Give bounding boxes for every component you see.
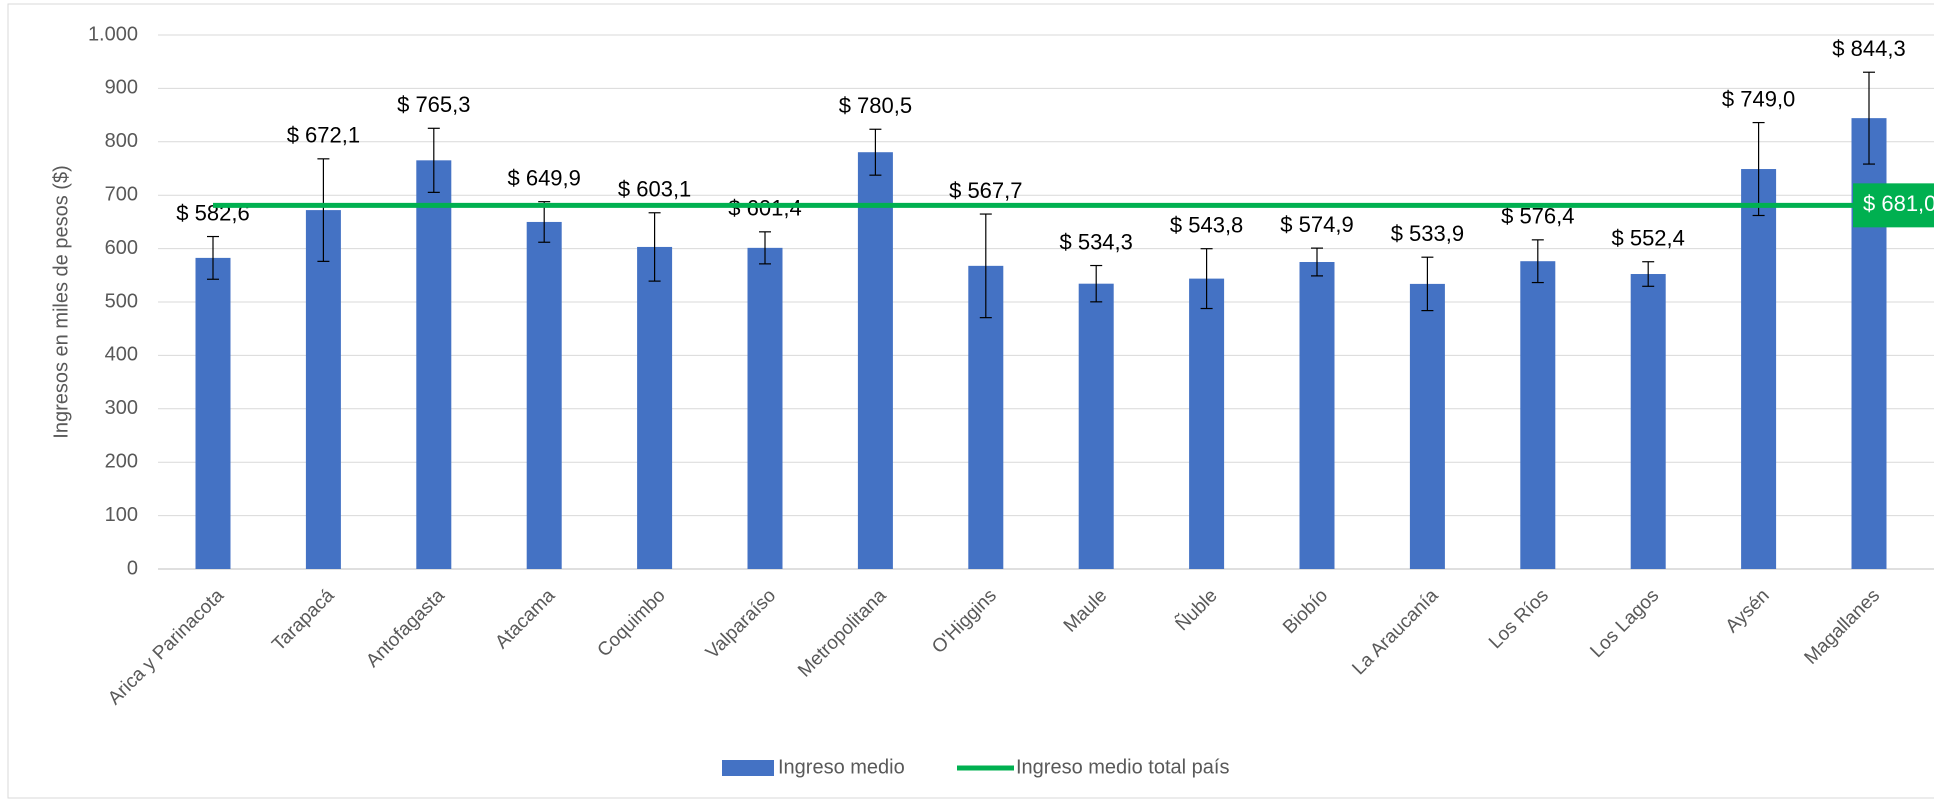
data-label: $ 649,9	[507, 165, 580, 190]
reference-label: $ 681,0	[1863, 191, 1934, 216]
data-label: $ 603,1	[618, 177, 691, 202]
bar	[1078, 283, 1114, 569]
bar	[305, 210, 341, 569]
bar	[857, 152, 893, 569]
y-tick-label: 500	[105, 290, 138, 312]
legend-label: Ingreso medio	[778, 756, 905, 778]
data-label: $ 749,0	[1722, 86, 1795, 111]
bar	[1520, 261, 1556, 569]
legend-label: Ingreso medio total país	[1016, 756, 1229, 778]
legend-swatch	[722, 760, 774, 776]
bar	[747, 247, 783, 569]
reference-label-box	[1853, 183, 1934, 228]
bar	[1409, 283, 1445, 569]
y-tick-label: 100	[105, 504, 138, 526]
bar	[637, 246, 673, 570]
bar	[1299, 262, 1335, 569]
y-tick-label: 700	[105, 183, 138, 205]
y-tick-label: 600	[105, 237, 138, 259]
bar	[1741, 169, 1777, 569]
data-label: $ 534,3	[1059, 229, 1132, 254]
bar	[1189, 278, 1225, 569]
data-label: $ 672,1	[287, 123, 360, 148]
data-label: $ 552,4	[1611, 226, 1684, 251]
bar	[416, 160, 452, 569]
y-tick-label: 800	[105, 130, 138, 152]
data-label: $ 765,3	[397, 92, 470, 117]
data-label: $ 574,9	[1280, 212, 1353, 237]
data-label: $ 533,9	[1391, 221, 1464, 246]
data-label: $ 780,5	[839, 93, 912, 118]
data-label: $ 844,3	[1832, 36, 1905, 61]
y-tick-label: 200	[105, 450, 138, 472]
y-tick-label: 1.000	[88, 23, 138, 45]
y-tick-label: 400	[105, 344, 138, 366]
data-label: $ 543,8	[1170, 213, 1243, 238]
bar	[1630, 274, 1666, 569]
y-axis-label: Ingresos en miles de pesos ($)	[50, 165, 72, 438]
y-tick-label: 900	[105, 77, 138, 99]
y-tick-label: 0	[127, 557, 138, 579]
bar	[526, 221, 562, 569]
bar	[195, 257, 231, 569]
y-tick-label: 300	[105, 397, 138, 419]
data-label: $ 567,7	[949, 178, 1022, 203]
data-label: $ 601,4	[728, 196, 801, 221]
